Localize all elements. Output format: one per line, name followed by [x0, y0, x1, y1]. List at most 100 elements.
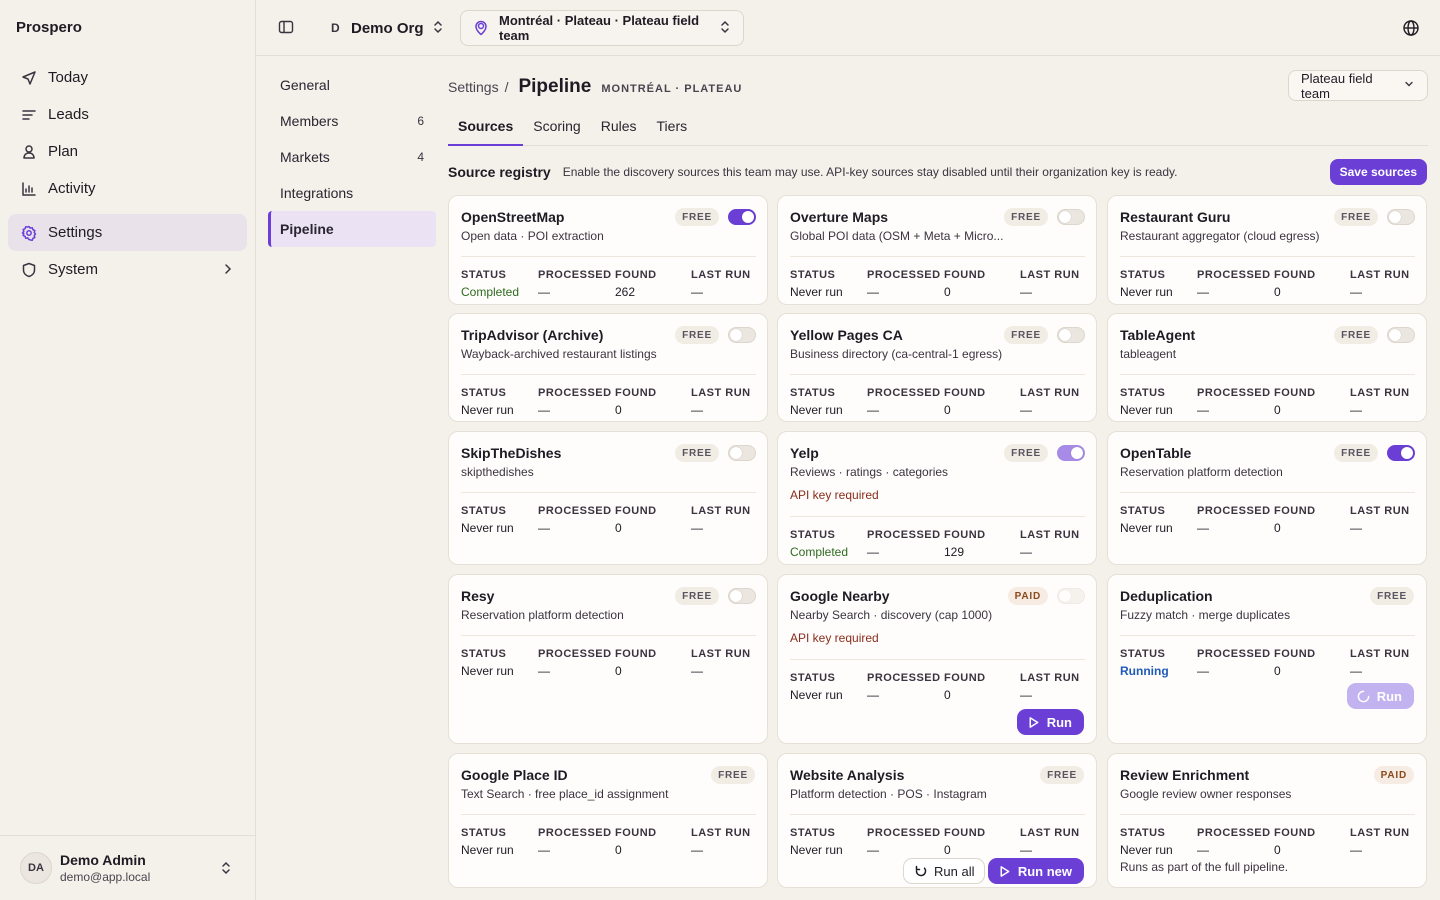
stat-value: —	[867, 285, 879, 299]
nav-item-today[interactable]: Today	[8, 59, 247, 96]
enable-toggle[interactable]	[728, 327, 756, 343]
source-card: Yelp Reviews · ratings · categories FREE AP…	[777, 431, 1097, 565]
stat-status: STATUS Never run	[461, 648, 514, 678]
enable-toggle[interactable]	[728, 588, 756, 604]
stat-found: FOUND 0	[615, 648, 657, 678]
enable-toggle[interactable]	[1057, 209, 1085, 225]
nav-item-leads[interactable]: Leads	[8, 96, 247, 133]
source-card: TripAdvisor (Archive) Wayback-archived re…	[448, 313, 768, 422]
tab-scoring[interactable]: Scoring	[533, 118, 581, 134]
stat-value: —	[691, 285, 703, 299]
source-name: Review Enrichment	[1120, 767, 1250, 783]
stat-last-run: LAST RUN —	[1350, 648, 1410, 678]
stat-value: —	[1197, 664, 1209, 678]
stat-found: FOUND 0	[944, 387, 986, 417]
stat-label: LAST RUN	[691, 505, 751, 517]
subnav-item-members[interactable]: Members 6	[268, 103, 436, 139]
stat-processed: PROCESSED —	[538, 648, 612, 678]
api-key-warning: API key required	[790, 631, 879, 645]
enable-toggle[interactable]	[1057, 327, 1085, 343]
stat-label: FOUND	[944, 387, 986, 399]
stat-label: STATUS	[1120, 387, 1166, 399]
stat-value: —	[1350, 403, 1362, 417]
stat-status: STATUS Completed	[461, 269, 519, 299]
source-stats: STATUS Never run PROCESSED — FOUND 0 LAST RUN —	[790, 256, 1085, 299]
nav-item-plan[interactable]: Plan	[8, 133, 247, 170]
subnav-item-integrations[interactable]: Integrations	[268, 175, 436, 211]
team-select[interactable]: Plateau field team	[1288, 70, 1428, 101]
team-select-value: Plateau field team	[1301, 70, 1373, 101]
stat-label: FOUND	[615, 269, 657, 281]
source-name: Website Analysis	[790, 767, 905, 783]
source-stats: STATUS Never run PROCESSED — FOUND 0 LAST RUN —	[790, 814, 1085, 857]
stat-label: FOUND	[615, 648, 657, 660]
stat-last-run: LAST RUN —	[1020, 827, 1080, 857]
avatar: DA	[20, 852, 52, 884]
nav-item-activity[interactable]: Activity	[8, 170, 247, 207]
stat-processed: PROCESSED —	[538, 387, 612, 417]
save-sources-button[interactable]: Save sources	[1329, 159, 1427, 185]
source-description: Google review owner responses	[1120, 787, 1292, 801]
stat-label: LAST RUN	[1020, 672, 1080, 684]
stat-label: PROCESSED	[867, 387, 941, 399]
subnav-label: Pipeline	[280, 221, 334, 237]
stat-label: LAST RUN	[691, 827, 751, 839]
enable-toggle[interactable]	[1057, 445, 1085, 461]
stat-label: STATUS	[461, 269, 507, 281]
section-title: Source registry	[448, 164, 551, 180]
stat-status: STATUS Never run	[790, 827, 843, 857]
run-button[interactable]: Run	[1016, 709, 1084, 735]
subnav-item-markets[interactable]: Markets 4	[268, 139, 436, 175]
pricing-badge: FREE	[675, 326, 719, 344]
tab-rules[interactable]: Rules	[600, 118, 637, 134]
team-context-switcher[interactable]: Montréal · Plateau · Plateau field team	[460, 10, 744, 46]
nav-label: Leads	[48, 106, 89, 123]
breadcrumb-settings[interactable]: Settings	[448, 79, 499, 95]
stat-value: 0	[944, 688, 951, 702]
tab-sources[interactable]: Sources	[448, 108, 524, 146]
subnav-item-general[interactable]: General	[268, 67, 436, 103]
source-name: OpenStreetMap	[461, 209, 565, 225]
stat-value: 0	[615, 843, 622, 857]
stat-processed: PROCESSED —	[1197, 648, 1271, 678]
stat-value: 0	[615, 664, 622, 678]
run-new-button[interactable]: Run new	[987, 858, 1084, 884]
source-name: Yellow Pages CA	[790, 327, 903, 343]
enable-toggle[interactable]	[728, 209, 756, 225]
stat-label: PROCESSED	[1197, 827, 1271, 839]
stat-value: —	[867, 688, 879, 702]
page-subtitle: MONTRÉAL · PLATEAU	[601, 83, 743, 95]
brand-logo[interactable]: Prospero	[16, 19, 82, 36]
nav-item-settings[interactable]: Settings	[8, 214, 247, 251]
stat-label: LAST RUN	[1020, 827, 1080, 839]
nav-item-system[interactable]: System	[8, 251, 247, 288]
pricing-badge: FREE	[1040, 766, 1084, 784]
stat-label: PROCESSED	[538, 827, 612, 839]
pricing-badge: FREE	[711, 766, 755, 784]
stat-label: PROCESSED	[538, 648, 612, 660]
user-menu[interactable]: DA Demo Admin demo@app.local	[0, 835, 255, 900]
stat-value: 0	[944, 843, 951, 857]
stat-label: LAST RUN	[691, 648, 751, 660]
enable-toggle[interactable]	[1387, 445, 1415, 461]
user-name: Demo Admin	[60, 852, 146, 868]
enable-toggle[interactable]	[1387, 209, 1415, 225]
run-all-button[interactable]: Run all	[903, 858, 986, 884]
enable-toggle[interactable]	[728, 445, 756, 461]
pricing-badge: FREE	[675, 208, 719, 226]
subnav-item-pipeline[interactable]: Pipeline	[268, 211, 436, 247]
stat-value: Completed	[790, 545, 849, 559]
subnav-label: General	[280, 77, 330, 93]
stat-label: STATUS	[461, 505, 507, 517]
globe-icon[interactable]	[1402, 19, 1420, 40]
source-description: tableagent	[1120, 347, 1177, 361]
tab-tiers[interactable]: Tiers	[656, 118, 688, 134]
enable-toggle[interactable]	[1387, 327, 1415, 343]
stat-label: LAST RUN	[691, 387, 751, 399]
org-switcher[interactable]: D Demo Org	[331, 16, 444, 40]
source-stats: STATUS Never run PROCESSED — FOUND 0 LAST RUN —	[461, 635, 756, 678]
stat-processed: PROCESSED —	[867, 672, 941, 702]
source-stats: STATUS Never run PROCESSED — FOUND 0 LAST RUN —	[461, 814, 756, 857]
stat-label: LAST RUN	[1350, 269, 1410, 281]
sidebar-toggle-icon[interactable]	[278, 19, 296, 37]
